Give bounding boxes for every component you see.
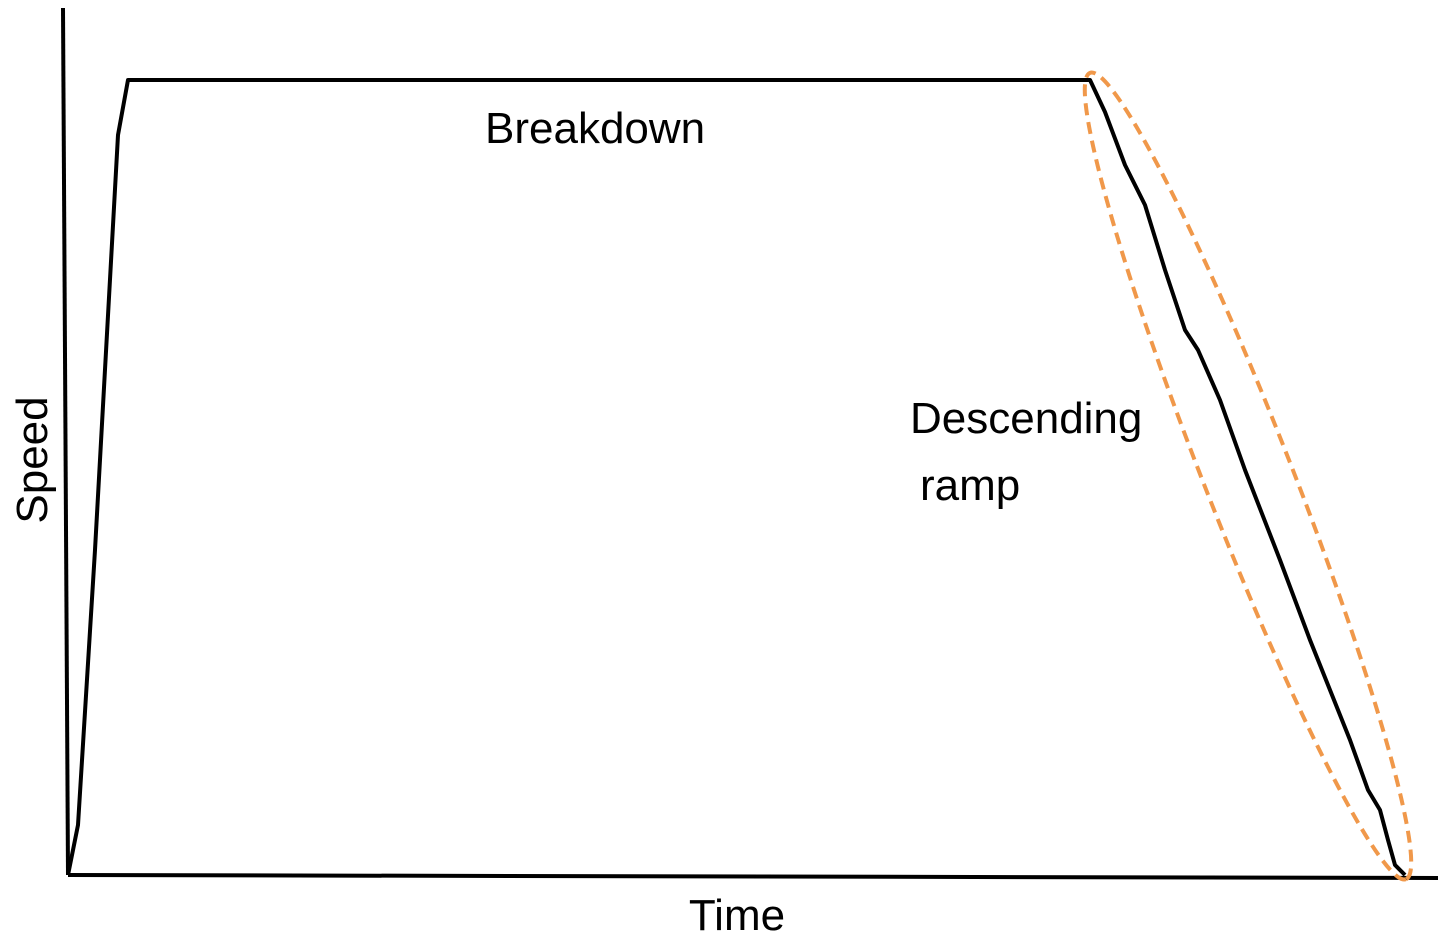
highlight-ellipse — [1082, 70, 1414, 882]
y-axis — [61, 7, 70, 876]
x-axis — [67, 873, 1439, 880]
annotation-ramp-line2: ramp — [920, 461, 1020, 510]
speed-curve — [66, 78, 1407, 877]
y-axis-label: Speed — [8, 396, 57, 523]
annotation-breakdown: Breakdown — [485, 104, 705, 153]
x-axis-label: Time — [689, 891, 785, 940]
annotation-ramp-line1: Descending — [910, 394, 1142, 443]
